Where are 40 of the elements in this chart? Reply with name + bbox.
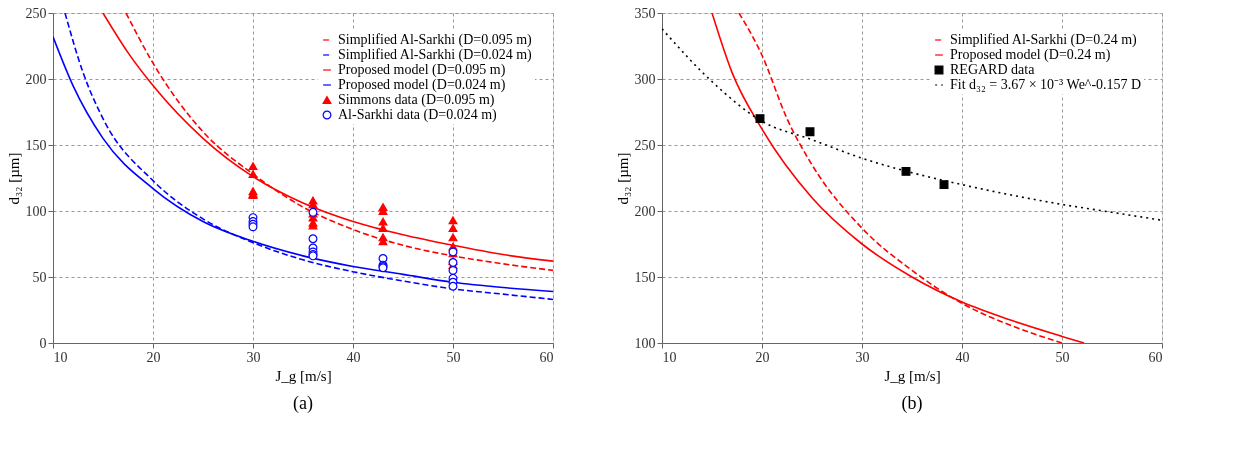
- x-axis-title: J_g [m/s]: [884, 367, 941, 384]
- x-tick-label: 20: [755, 349, 770, 365]
- y-tick-label: 300: [634, 71, 656, 87]
- x-tick-label: 30: [855, 349, 870, 365]
- legend-label: Simplified Al-Sarkhi (D=0.095 m): [338, 32, 533, 48]
- x-tick-label: 10: [53, 349, 68, 365]
- legend-label: Al-Sarkhi data (D=0.024 m): [338, 107, 498, 123]
- text: (b): [901, 393, 923, 414]
- legend-label: REGARD data: [950, 62, 1036, 77]
- y-axis-title: d₃₂ [µm]: [614, 152, 631, 205]
- x-tick-label: 60: [539, 349, 554, 365]
- x-tick-label: 50: [1055, 349, 1070, 365]
- x-tick-label: 10: [662, 349, 677, 365]
- y-tick-label: 100: [634, 335, 656, 351]
- x-tick-label: 40: [955, 349, 970, 365]
- legend-label: Proposed model (D=0.095 m): [338, 62, 506, 78]
- y-axis-title: d₃₂ [µm]: [5, 152, 22, 205]
- y-tick-label: 350: [634, 5, 656, 21]
- legend-label: Simmons data (D=0.095 m): [338, 92, 495, 108]
- x-tick-label: 20: [146, 349, 161, 365]
- y-tick-label: 250: [25, 5, 47, 21]
- y-tick-label: 150: [634, 269, 656, 285]
- legend-label: Simplified Al-Sarkhi (D=0.024 m): [338, 47, 533, 63]
- y-tick-label: 0: [39, 335, 47, 351]
- legend-label: Simplified Al-Sarkhi (D=0.24 m): [950, 32, 1138, 48]
- legend-label: Proposed model (D=0.024 m): [338, 77, 506, 93]
- x-tick-label: 30: [246, 349, 261, 365]
- text: (a): [293, 393, 313, 414]
- legend-label: Proposed model (D=0.24 m): [950, 47, 1111, 63]
- x-tick-label: 60: [1148, 349, 1163, 365]
- y-tick-label: 200: [634, 203, 656, 219]
- y-tick-label: 150: [25, 137, 47, 153]
- y-tick-label: 250: [634, 137, 656, 153]
- y-tick-label: 200: [25, 71, 47, 87]
- legend-label: Fit d₃₂ = 3.67 × 10⁻³ We^-0.157 D: [950, 77, 1142, 92]
- x-tick-label: 50: [446, 349, 461, 365]
- y-tick-label: 50: [32, 269, 47, 285]
- x-axis-title: J_g [m/s]: [275, 367, 332, 384]
- x-tick-label: 40: [346, 349, 361, 365]
- y-tick-label: 100: [25, 203, 47, 219]
